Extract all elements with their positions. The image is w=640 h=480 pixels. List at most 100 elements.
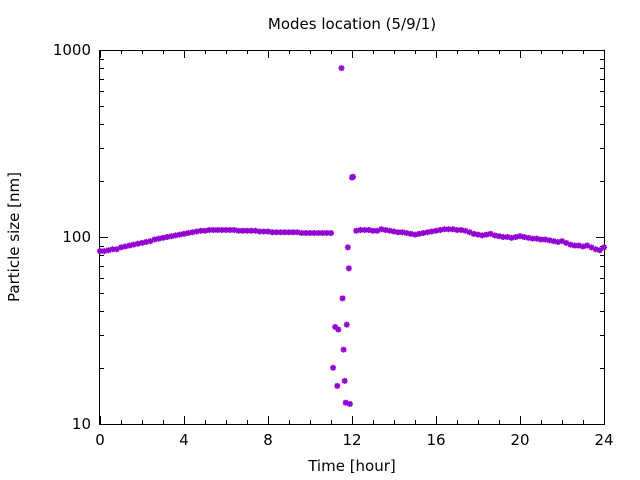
data-point [172,232,179,239]
data-point [491,232,498,239]
data-point [315,230,322,237]
data-point [218,227,225,234]
data-point [97,248,103,255]
data-point [302,230,309,237]
data-point [334,382,341,389]
data-point [319,230,326,237]
data-point [113,246,120,253]
data-point [378,226,385,233]
data-point [339,295,346,302]
data-point [525,234,532,241]
data-point [357,227,364,234]
data-point [433,227,439,234]
data-point [365,227,372,234]
data-point [521,234,528,240]
x-tick-label: 24 [594,431,613,449]
data-point [160,234,166,241]
data-point [533,235,540,242]
data-point [584,242,591,249]
data-point [344,244,351,251]
data-point [588,244,595,251]
data-point [508,234,515,241]
data-point [231,227,238,234]
data-point [458,227,465,234]
data-point [323,230,330,237]
data-point [343,321,350,328]
data-point [395,229,402,236]
data-point [361,227,368,234]
data-point [350,173,357,180]
data-point [281,229,288,236]
data-point [151,236,158,243]
data-point [109,246,116,253]
data-point [567,241,574,248]
data-point [176,231,183,238]
data-point [181,230,187,237]
data-point [227,227,234,234]
data-point [126,242,133,249]
data-point [596,247,603,254]
data-point [286,229,292,236]
data-point [101,248,108,255]
data-point [441,226,448,233]
data-point [575,242,582,249]
data-point [256,228,263,235]
data-point [340,346,347,353]
data-point [346,400,353,407]
data-point [374,227,381,234]
data-point [197,227,204,234]
data-point [265,228,271,235]
data-point [420,230,427,237]
data-point [592,246,599,253]
data-point [185,230,192,237]
data-point [416,230,423,237]
data-point [210,227,217,234]
data-point [445,226,452,233]
data-point [248,227,255,234]
data-point [479,232,486,239]
data-point [470,230,477,237]
x-axis: 0 4 8 12 16 20 24 [95,50,614,449]
data-point [294,229,301,236]
data-point [399,229,406,236]
x-tick-label: 0 [95,431,105,449]
data-point [307,230,313,237]
data-point [342,399,349,406]
x-tick-label: 20 [510,431,529,449]
data-point [391,228,397,235]
data-point [328,230,334,237]
data-point [330,364,337,371]
x-tick-label: 4 [179,431,189,449]
data-point [239,227,246,234]
data-point [386,227,393,234]
x-tick-label: 16 [426,431,445,449]
data-point [105,247,112,254]
data-point [382,227,389,234]
data-point [550,238,557,245]
data-point [538,236,544,243]
data-point [580,243,586,250]
y-axis: 10 100 1000 [53,41,604,433]
data-point [483,231,490,238]
data-point [487,230,494,237]
x-axis-label: Time [hour] [307,457,396,475]
data-point [206,227,213,234]
data-point [412,231,418,238]
data-point [130,241,137,248]
data-point [407,230,414,237]
data-point [529,235,536,242]
y-tick-label: 100 [62,228,91,246]
y-tick-label: 10 [72,415,91,433]
data-point [223,227,229,234]
x-tick-label: 8 [263,431,273,449]
data-point [428,228,435,235]
data-point [353,227,360,234]
data-point [559,238,565,245]
data-point [143,239,150,246]
data-point [273,229,280,236]
data-point [189,229,196,236]
chart-title: Modes location (5/9/1) [268,15,436,33]
data-point [370,227,376,234]
data-point [403,230,410,237]
data-point [504,234,511,240]
